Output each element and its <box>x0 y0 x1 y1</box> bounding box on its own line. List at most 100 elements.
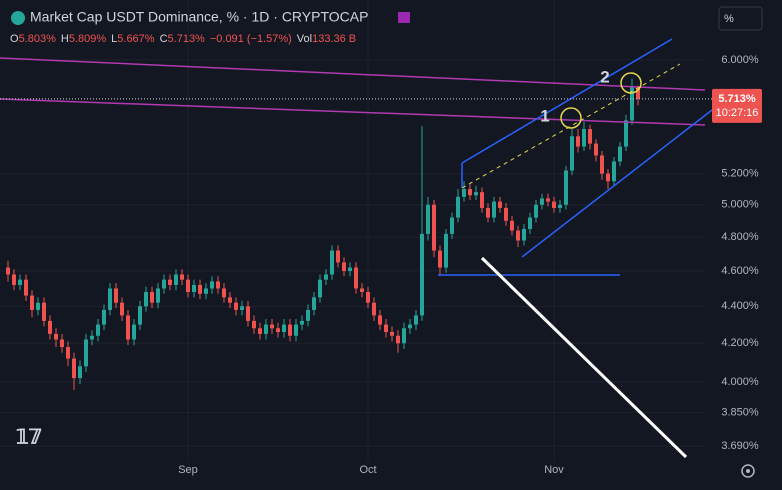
candle-body <box>114 288 118 303</box>
candle-body <box>534 204 538 218</box>
candle-body <box>468 189 472 196</box>
candle-body <box>270 324 274 329</box>
candle-body <box>90 335 94 340</box>
candle-body <box>294 324 298 336</box>
candle-body <box>588 129 592 144</box>
chart-title: Market Cap USDT Dominance, % · 1D · CRYP… <box>30 9 368 25</box>
candle-body <box>210 281 214 289</box>
channel-line <box>521 109 713 258</box>
highlight-circle <box>560 107 582 129</box>
annotation: 2 <box>600 67 609 86</box>
candle-body <box>414 315 418 325</box>
candle-body <box>426 204 430 234</box>
candle-body <box>630 86 634 121</box>
y-tick-label: 4.400% <box>721 300 759 312</box>
candle-body <box>234 302 238 310</box>
y-tick-label: 3.690% <box>721 440 759 452</box>
legend-value: 133.36 B <box>312 33 356 45</box>
candle-body <box>24 279 28 296</box>
mid-line <box>461 63 681 189</box>
legend-label: C <box>160 33 168 45</box>
candle-body <box>66 347 70 359</box>
candle-body <box>498 201 502 208</box>
candle-body <box>138 306 142 325</box>
flag-icon[interactable] <box>398 12 410 23</box>
candle-body <box>390 332 394 336</box>
legend-label: L <box>111 33 117 45</box>
candle-body <box>618 146 622 162</box>
candle-body <box>582 129 586 147</box>
candle-body <box>318 279 322 298</box>
candle-body <box>6 267 10 275</box>
annotation: 1 <box>540 106 549 125</box>
y-tick-label: 6.000% <box>721 54 759 66</box>
candle-body <box>306 309 310 321</box>
candle-body <box>120 302 124 316</box>
candle-body <box>132 324 136 340</box>
candle-body <box>300 320 304 325</box>
candle-body <box>30 295 34 310</box>
candle-body <box>540 198 544 205</box>
candle-body <box>408 324 412 329</box>
candle-body <box>72 358 76 379</box>
candle-body <box>216 281 220 289</box>
candle-body <box>528 217 532 229</box>
x-tick-label: Nov <box>544 464 564 476</box>
y-tick-label: 5.200% <box>721 168 759 180</box>
candle-body <box>240 306 244 310</box>
candle-body <box>48 320 52 334</box>
candle-body <box>282 324 286 333</box>
candle-body <box>174 274 178 285</box>
candle-body <box>354 267 358 289</box>
candle-body <box>516 230 520 241</box>
candle-body <box>504 207 508 221</box>
candle-body <box>276 328 280 333</box>
candle-body <box>636 86 640 99</box>
legend-value: 5.713% <box>168 33 206 45</box>
candle-body <box>228 297 232 303</box>
candle-body <box>486 207 490 218</box>
candle-body <box>546 198 550 202</box>
trendline <box>0 57 706 91</box>
candle-body <box>108 288 112 310</box>
unit-button[interactable] <box>718 6 763 31</box>
candle-body <box>18 279 22 285</box>
candle-body <box>252 320 256 329</box>
candle-body <box>522 228 526 241</box>
candle-body <box>384 324 388 333</box>
candle-body <box>606 173 610 182</box>
candle-body <box>180 274 184 280</box>
candle-body <box>570 136 574 171</box>
candle-body <box>186 279 190 293</box>
candle-body <box>60 339 64 348</box>
candle-body <box>96 324 100 336</box>
legend-label: H <box>61 33 69 45</box>
candle-body <box>264 324 268 334</box>
settings-icon[interactable] <box>741 464 755 478</box>
candle-body <box>612 161 616 182</box>
x-tick-label: Oct <box>359 464 376 476</box>
candle-body <box>480 192 484 208</box>
candle-body <box>474 192 478 196</box>
candle-body <box>492 201 496 218</box>
candle-body <box>156 288 160 303</box>
y-tick-label: 4.600% <box>721 265 759 277</box>
candle-body <box>162 279 166 289</box>
x-tick-label: Sep <box>178 464 198 476</box>
drawings <box>0 38 713 459</box>
candle-body <box>444 233 448 268</box>
tv-logo[interactable]: 𝟙𝟟 <box>16 426 42 448</box>
candle-body <box>420 233 424 316</box>
candle-body <box>192 284 196 293</box>
candle-body <box>150 292 154 303</box>
candle-body <box>42 302 46 321</box>
candle-body <box>378 315 382 325</box>
candle-body <box>204 288 208 294</box>
trendline <box>0 98 706 126</box>
y-tick-label: 5.000% <box>721 199 759 211</box>
legend-value: 5.667% <box>117 33 155 45</box>
candle-body <box>84 339 88 367</box>
arrow-line <box>480 256 688 459</box>
y-tick-label: 3.850% <box>721 406 759 418</box>
candle-body <box>450 217 454 234</box>
